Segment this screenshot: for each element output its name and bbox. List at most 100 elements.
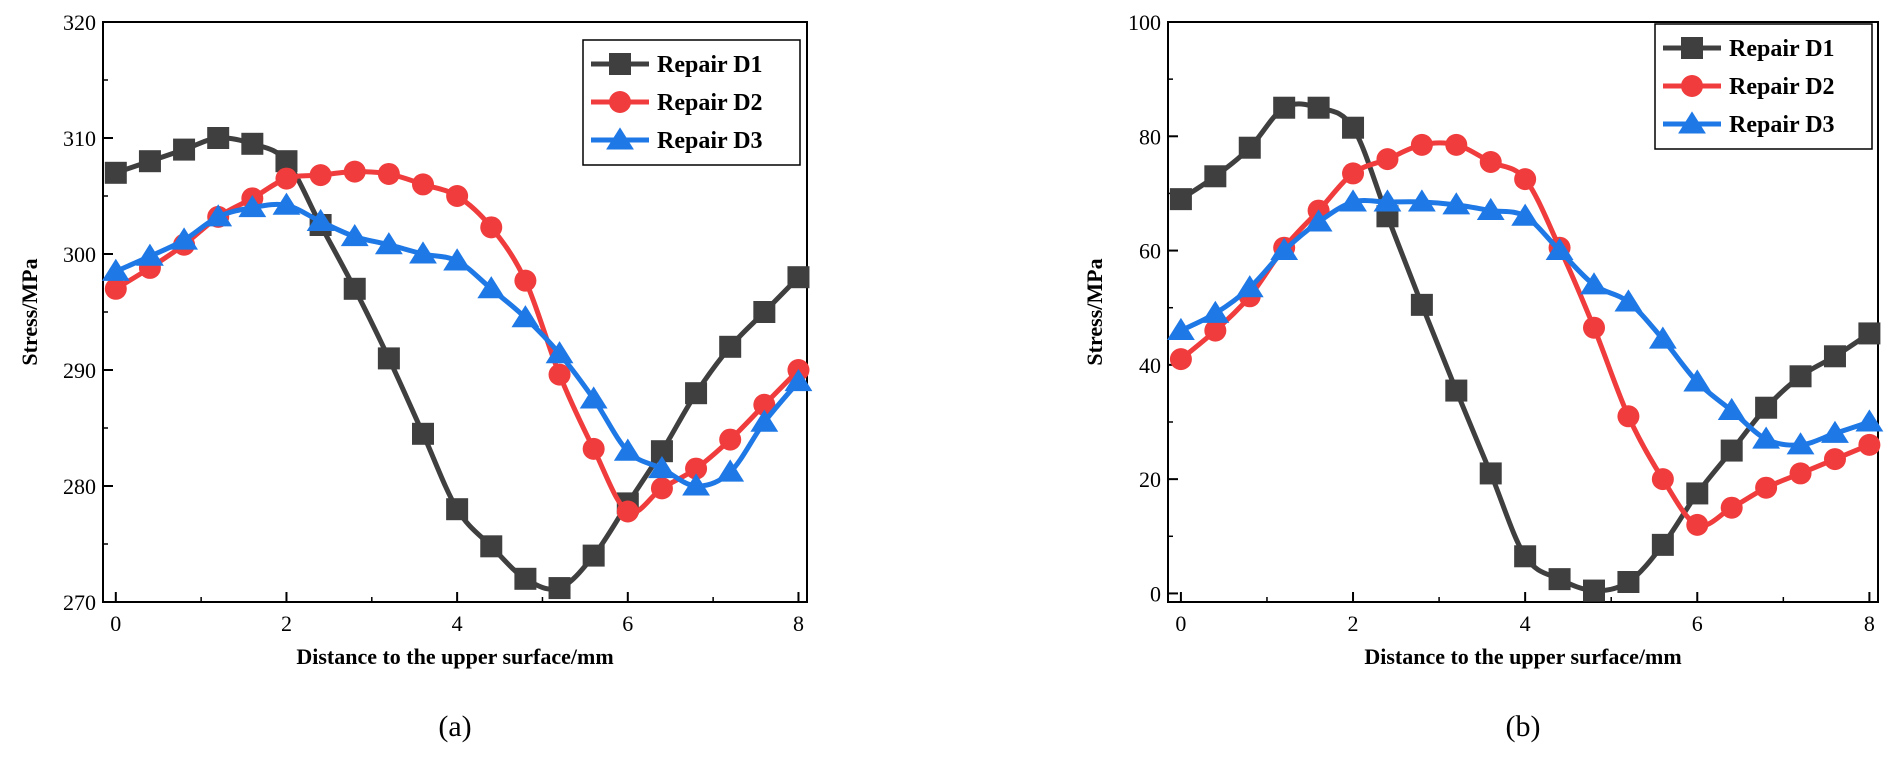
x-tick-label: 6 bbox=[622, 611, 633, 636]
data-point bbox=[1201, 300, 1230, 323]
data-point bbox=[409, 241, 437, 264]
data-point bbox=[1166, 317, 1195, 341]
data-point bbox=[1445, 133, 1468, 156]
data-point bbox=[1786, 432, 1815, 455]
data-point bbox=[514, 567, 537, 590]
data-point bbox=[1407, 189, 1436, 212]
data-point bbox=[1410, 293, 1433, 316]
data-point bbox=[1823, 448, 1846, 471]
data-point bbox=[1755, 396, 1778, 419]
x-tick-label: 0 bbox=[110, 611, 121, 636]
data-point bbox=[443, 248, 472, 271]
data-point bbox=[1238, 136, 1261, 159]
data-point bbox=[787, 266, 810, 289]
data-point bbox=[1717, 397, 1746, 421]
data-point bbox=[272, 192, 301, 215]
data-point bbox=[1514, 545, 1537, 568]
legend-label: Repair D3 bbox=[1729, 112, 1835, 138]
legend: Repair D1 Repair D2 Repair D3 bbox=[1654, 23, 1873, 150]
data-point bbox=[1617, 405, 1640, 428]
data-point bbox=[207, 127, 230, 149]
data-point bbox=[1204, 319, 1227, 342]
data-point bbox=[1755, 476, 1778, 499]
legend-label: Repair D2 bbox=[657, 90, 763, 116]
data-point bbox=[1789, 365, 1812, 388]
data-point bbox=[1686, 482, 1709, 505]
y-tick-label: 40 bbox=[1139, 353, 1161, 378]
legend-marker bbox=[609, 53, 631, 75]
data-point bbox=[1855, 409, 1884, 432]
data-point bbox=[1235, 275, 1264, 298]
data-point bbox=[1479, 151, 1502, 173]
data-point bbox=[1617, 571, 1640, 593]
data-point bbox=[1651, 468, 1674, 491]
data-point bbox=[1339, 189, 1367, 212]
data-point bbox=[750, 409, 779, 432]
data-point bbox=[1479, 462, 1502, 485]
legend-item: Repair D1 bbox=[1663, 36, 1835, 62]
data-point bbox=[412, 422, 434, 445]
data-point bbox=[241, 132, 264, 155]
x-tick-label: 6 bbox=[1692, 611, 1703, 636]
panel-caption: (b) bbox=[1506, 710, 1541, 743]
data-point bbox=[1720, 439, 1743, 462]
data-point bbox=[1858, 433, 1881, 456]
data-point bbox=[545, 341, 574, 364]
x-tick-label: 2 bbox=[281, 611, 292, 636]
data-point bbox=[1514, 168, 1537, 191]
legend-item: Repair D2 bbox=[1663, 74, 1835, 100]
x-tick-label: 8 bbox=[1864, 611, 1875, 636]
data-point bbox=[582, 437, 605, 460]
series-repair-d1 bbox=[1169, 96, 1881, 602]
series-repair-d2 bbox=[104, 160, 810, 523]
data-point bbox=[480, 216, 503, 239]
data-point bbox=[1342, 116, 1365, 139]
data-point bbox=[275, 150, 298, 173]
data-point bbox=[1583, 579, 1605, 602]
y-tick-label: 320 bbox=[63, 10, 96, 35]
x-tick-label: 8 bbox=[793, 611, 804, 636]
y-tick-label: 280 bbox=[63, 474, 96, 499]
y-tick-label: 80 bbox=[1139, 124, 1161, 149]
data-point bbox=[446, 185, 469, 207]
y-tick-label: 300 bbox=[63, 242, 96, 267]
data-point bbox=[685, 382, 708, 405]
data-point bbox=[685, 457, 708, 480]
data-point bbox=[1580, 272, 1608, 295]
data-point bbox=[1651, 533, 1674, 556]
series-repair-d2 bbox=[1169, 133, 1881, 536]
data-point bbox=[1376, 148, 1399, 171]
legend-item: Repair D1 bbox=[591, 52, 763, 78]
data-point bbox=[1169, 188, 1192, 211]
y-tick-label: 20 bbox=[1139, 467, 1161, 492]
y-tick-label: 0 bbox=[1150, 581, 1161, 606]
data-point bbox=[104, 161, 127, 184]
data-point bbox=[682, 473, 710, 496]
data-point bbox=[716, 459, 745, 482]
data-point bbox=[1583, 316, 1605, 339]
legend-label: Repair D1 bbox=[1729, 36, 1835, 62]
data-point bbox=[238, 194, 267, 218]
data-point bbox=[650, 440, 673, 463]
legend-item: Repair D3 bbox=[591, 127, 763, 154]
data-point bbox=[1511, 203, 1540, 226]
data-point bbox=[1169, 348, 1192, 371]
series-line bbox=[1179, 140, 1871, 529]
x-tick-label: 2 bbox=[1348, 611, 1359, 636]
data-point bbox=[1445, 379, 1468, 402]
data-point bbox=[1442, 192, 1471, 215]
data-point bbox=[1273, 96, 1296, 119]
data-point bbox=[582, 544, 605, 567]
data-point bbox=[1683, 369, 1712, 392]
series-line bbox=[114, 135, 801, 592]
series-repair-d1 bbox=[104, 127, 810, 600]
data-point bbox=[377, 347, 400, 370]
data-point bbox=[412, 173, 434, 196]
legend-marker bbox=[1681, 37, 1703, 59]
legend-label: Repair D2 bbox=[1729, 74, 1835, 100]
x-tick-label: 4 bbox=[1520, 611, 1531, 636]
data-point bbox=[548, 363, 571, 386]
data-point bbox=[753, 301, 776, 323]
